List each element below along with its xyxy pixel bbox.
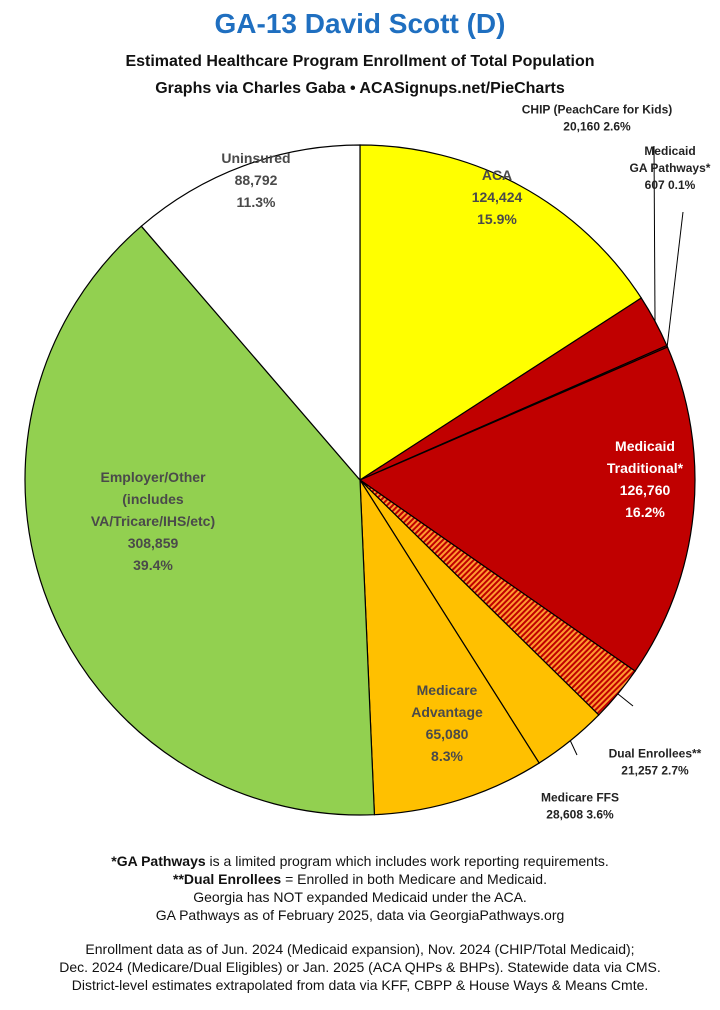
leader-line-medicaid-ga-pathways xyxy=(666,211,684,347)
callout-label-medicaid-ga-pathways: Medicaid GA Pathways* 607 0.1% xyxy=(630,144,711,192)
slice-label-employer-other-includes-va-tricare-ihs-etc: Employer/Other (includes VA/Tricare/IHS/et… xyxy=(91,469,215,573)
chart-subtitle: Estimated Healthcare Program Enrollment … xyxy=(125,53,594,70)
leader-line-chip-peachcare-for-kids xyxy=(653,145,656,322)
leader-line-medicare-ffs xyxy=(569,740,578,756)
pie-chart: GA-13 David Scott (D) Estimated Healthca… xyxy=(24,8,711,822)
pie-slice-aca xyxy=(359,144,643,482)
footnote-line: *GA Pathways is a limited program which … xyxy=(111,853,609,869)
slice-label-medicaid-traditional: Medicaid Traditional* 126,760 16.2% xyxy=(607,438,684,520)
source-line: District-level estimates extrapolated fr… xyxy=(71,977,649,993)
pie-labels: ACA 124,424 15.9% CHIP (PeachCare for Kids)… xyxy=(91,103,711,822)
data-sources: Enrollment data as of Jun. 2024 (Medicai… xyxy=(0,940,720,994)
slice-label-uninsured: Uninsured 88,792 11.3% xyxy=(221,150,290,210)
chart-credit: Graphs via Charles Gaba • ACASignups.net… xyxy=(155,80,565,97)
pie-slice-uninsured xyxy=(140,144,361,482)
callout-label-chip-peachcare-for-kids: CHIP (PeachCare for Kids) 20,160 2.6% xyxy=(522,103,673,134)
source-line: Enrollment data as of Jun. 2024 (Medicai… xyxy=(85,941,635,957)
pie-slice-employer-other-includes-va-tricare-ihs-etc xyxy=(24,225,376,816)
footnote-line: Georgia has NOT expanded Medicaid under … xyxy=(193,889,527,905)
source-line: Dec. 2024 (Medicare/Dual Eligibles) or J… xyxy=(59,959,661,975)
pie-slice-medicaid-traditional xyxy=(358,346,696,672)
callout-label-dual-enrollees: Dual Enrollees** 21,257 2.7% xyxy=(609,747,702,778)
footnotes: *GA Pathways is a limited program which … xyxy=(0,852,720,924)
chart-title: GA-13 David Scott (D) xyxy=(215,8,506,39)
leader-line-dual-enrollees xyxy=(617,693,634,707)
footnote-line: GA Pathways as of February 2025, data vi… xyxy=(155,907,565,923)
footnote-line: **Dual Enrollees = Enrolled in both Medi… xyxy=(173,871,547,887)
callout-label-medicare-ffs: Medicare FFS 28,608 3.6% xyxy=(541,791,619,822)
pie-slices xyxy=(24,144,696,816)
slice-label-medicare-advantage: Medicare Advantage 65,080 8.3% xyxy=(411,682,483,764)
pie-slice-medicare-advantage xyxy=(359,477,540,816)
slice-label-aca: ACA 124,424 15.9% xyxy=(472,167,523,227)
